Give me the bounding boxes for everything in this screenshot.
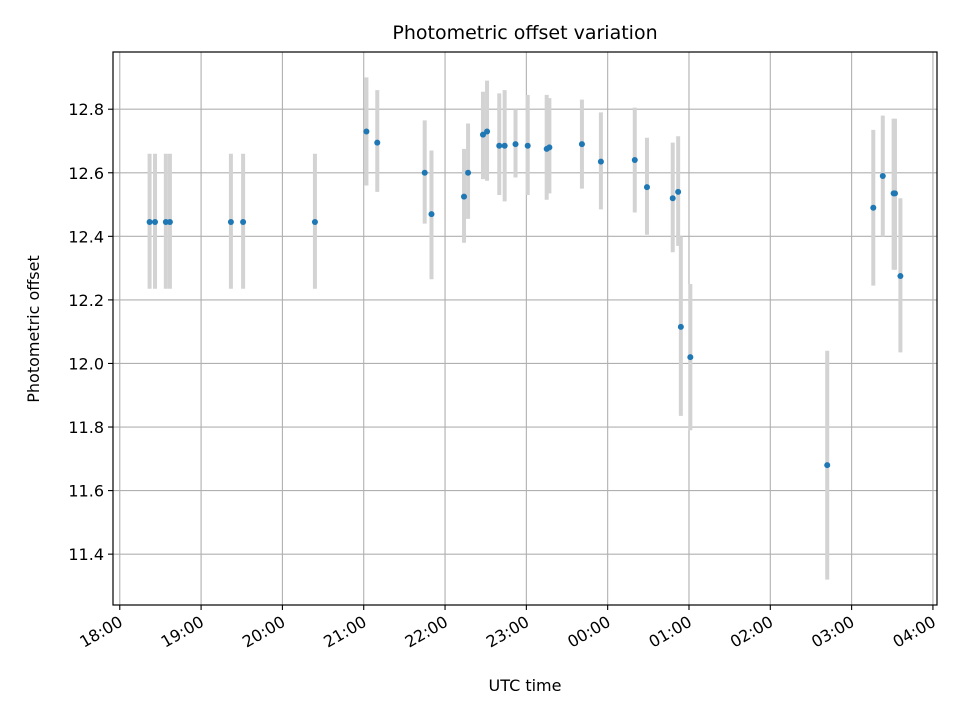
x-tick-label: 23:00 xyxy=(483,612,532,652)
y-tick-label: 12.4 xyxy=(68,227,104,246)
y-tick-label: 12.6 xyxy=(68,164,104,183)
x-tick-label: 04:00 xyxy=(890,612,939,652)
chart-title: Photometric offset variation xyxy=(392,22,657,44)
x-tick-label: 20:00 xyxy=(239,612,288,652)
data-point xyxy=(546,144,553,151)
data-point xyxy=(897,273,904,280)
x-tick-label: 01:00 xyxy=(646,612,695,652)
x-tick-label: 19:00 xyxy=(158,612,207,652)
data-point xyxy=(152,219,159,226)
x-tick-label: 22:00 xyxy=(402,612,451,652)
x-tick-label: 02:00 xyxy=(727,612,776,652)
error-bars xyxy=(147,77,903,580)
y-tick-label: 11.8 xyxy=(68,418,104,437)
data-point xyxy=(428,211,435,218)
data-point xyxy=(597,158,604,165)
data-point xyxy=(374,139,381,146)
data-point xyxy=(479,131,486,138)
data-point xyxy=(496,142,503,149)
y-axis-title: Photometric offset xyxy=(24,255,43,403)
grid xyxy=(113,52,937,605)
x-tick-label: 21:00 xyxy=(320,612,369,652)
data-point xyxy=(240,219,247,226)
y-tick-label: 11.6 xyxy=(68,482,104,501)
data-point xyxy=(870,204,877,211)
data-point xyxy=(512,141,519,148)
plot-frame xyxy=(112,51,938,606)
data-point xyxy=(677,323,684,330)
x-tick-label: 03:00 xyxy=(808,612,857,652)
data-point xyxy=(166,219,173,226)
x-tick-label: 18:00 xyxy=(76,612,125,652)
data-point xyxy=(363,128,370,135)
x-axis-ticks: 18:00 19:00 20:00 21:00 22:00 23:00 00:00 01:00… xyxy=(76,605,939,652)
y-tick-label: 12.2 xyxy=(68,291,104,310)
data-point xyxy=(227,219,234,226)
y-axis-ticks: 11.4 11.6 11.8 12.0 12.2 12.4 12.6 12.8 xyxy=(68,100,113,564)
data-point xyxy=(879,172,886,179)
data-point xyxy=(643,184,650,191)
data-point xyxy=(461,193,468,200)
data-point xyxy=(524,142,531,149)
data-point xyxy=(891,190,898,197)
data-point xyxy=(687,354,694,361)
data-point xyxy=(465,169,472,176)
data-points xyxy=(146,128,904,469)
y-tick-label: 11.4 xyxy=(68,545,104,564)
x-axis-title: UTC time xyxy=(489,676,562,695)
data-point xyxy=(484,128,491,135)
data-point xyxy=(675,188,682,195)
data-point xyxy=(501,142,508,149)
data-point xyxy=(146,219,153,226)
data-point xyxy=(824,462,831,469)
y-tick-label: 12.8 xyxy=(68,100,104,119)
data-point xyxy=(421,169,428,176)
data-point xyxy=(311,219,318,226)
y-tick-label: 12.0 xyxy=(68,354,104,373)
x-tick-label: 00:00 xyxy=(564,612,613,652)
data-point xyxy=(631,157,638,164)
data-point xyxy=(578,141,585,148)
data-point xyxy=(669,195,676,202)
